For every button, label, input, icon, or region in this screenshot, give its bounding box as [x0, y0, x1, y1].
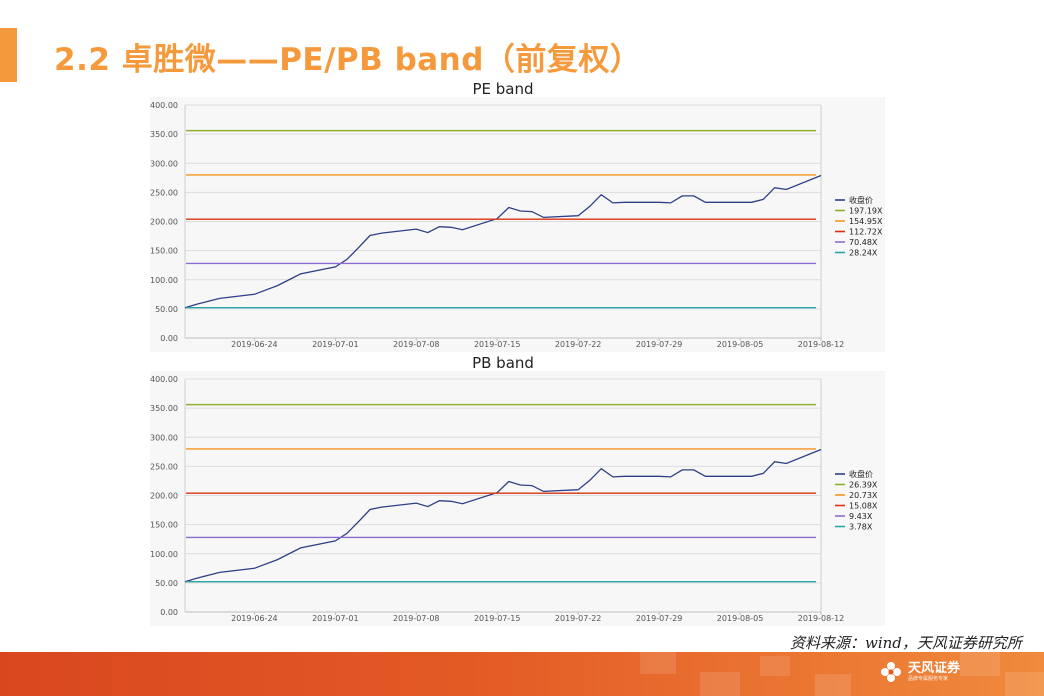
legend-label: 70.48X [849, 238, 878, 247]
y-tick-label: 100.00 [150, 550, 178, 559]
y-tick-label: 0.00 [160, 608, 178, 617]
y-tick-label: 0.00 [160, 334, 178, 343]
y-tick-label: 50.00 [155, 305, 178, 314]
y-tick-label: 50.00 [155, 579, 178, 588]
y-tick-label: 350.00 [150, 130, 178, 139]
x-tick-label: 2019-08-12 [798, 340, 845, 349]
legend-label: 154.95X [849, 217, 883, 226]
x-tick-label: 2019-06-24 [231, 340, 278, 349]
pb-band-svg: PB band 0.00 50.00 100.00 150.00 200.00 250.00… [150, 354, 878, 623]
footer-bar [0, 652, 1044, 696]
x-tick-label: 2019-07-08 [393, 340, 440, 349]
x-tick-label: 2019-08-05 [717, 614, 764, 623]
x-tick-label: 2019-07-01 [312, 614, 359, 623]
series-line-price [184, 174, 822, 309]
x-tick-label: 2019-07-08 [393, 614, 440, 623]
x-tick-label: 2019-07-15 [474, 340, 520, 349]
y-tick-label: 150.00 [150, 247, 178, 256]
x-tick-label: 2019-08-05 [717, 340, 764, 349]
y-tick-label: 400.00 [150, 101, 178, 110]
legend-label: 收盘价 [849, 195, 873, 205]
flower-logo-icon [880, 661, 902, 683]
y-tick-label: 300.00 [150, 433, 178, 442]
x-tick-label: 2019-08-12 [798, 614, 845, 623]
x-tick-label: 2019-07-15 [474, 614, 520, 623]
y-tick-label: 350.00 [150, 404, 178, 413]
chart-title: PE band [472, 80, 533, 98]
x-tick-label: 2019-07-29 [636, 614, 683, 623]
source-note: 资料来源：wind，天风证券研究所 [790, 634, 1022, 652]
pb-band-chart: PB band 0.00 50.00 100.00 150.00 200.00 250.00… [150, 354, 885, 626]
x-tick-label: 2019-07-01 [312, 340, 359, 349]
page-title: 2.2 卓胜微——PE/PB band（前复权） [54, 42, 642, 78]
y-tick-label: 200.00 [150, 492, 178, 501]
y-tick-label: 300.00 [150, 159, 178, 168]
legend-label: 26.39X [849, 481, 878, 490]
chart-title: PB band [472, 354, 534, 372]
logo-subtitle: 品牌专属服务专家 [908, 675, 949, 682]
title-accent-bar [0, 28, 17, 82]
legend-label: 收盘价 [849, 469, 873, 479]
legend-label: 9.43X [849, 512, 873, 521]
y-tick-label: 250.00 [150, 188, 178, 197]
pe-band-svg: PE band 0.00 50.00 100.00 150.00 200.00 250.00… [150, 80, 883, 349]
logo-name: 天风证券 [908, 660, 961, 676]
legend-label: 197.19X [849, 207, 883, 216]
company-logo: 天风证券 品牌专属服务专家 [880, 661, 960, 683]
legend-label: 20.73X [849, 491, 878, 500]
y-tick-label: 250.00 [150, 462, 178, 471]
legend-label: 15.08X [849, 502, 878, 511]
y-tick-label: 150.00 [150, 521, 178, 530]
y-tick-label: 200.00 [150, 218, 178, 227]
x-tick-label: 2019-07-22 [555, 340, 602, 349]
x-tick-label: 2019-07-22 [555, 614, 602, 623]
legend-label: 3.78X [849, 523, 873, 532]
x-tick-label: 2019-07-29 [636, 340, 683, 349]
series-line-price [184, 448, 822, 583]
pe-band-chart: PE band 0.00 50.00 100.00 150.00 200.00 250.00… [150, 80, 885, 352]
y-tick-label: 400.00 [150, 375, 178, 384]
legend-label: 28.24X [849, 249, 878, 258]
y-tick-label: 100.00 [150, 276, 178, 285]
legend-label: 112.72X [849, 228, 883, 237]
x-tick-label: 2019-06-24 [231, 614, 278, 623]
